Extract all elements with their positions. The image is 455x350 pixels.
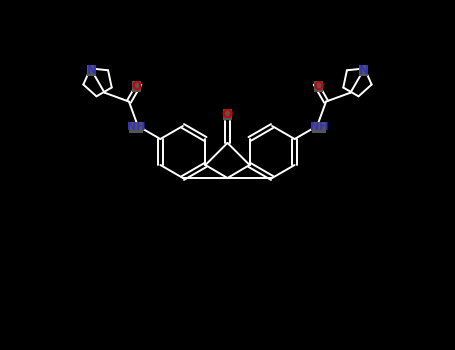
Text: O: O — [131, 80, 142, 93]
FancyBboxPatch shape — [87, 65, 96, 76]
FancyBboxPatch shape — [359, 65, 368, 76]
Text: NH: NH — [126, 122, 145, 132]
FancyBboxPatch shape — [129, 121, 143, 133]
Text: O: O — [313, 80, 324, 93]
FancyBboxPatch shape — [312, 121, 326, 133]
FancyBboxPatch shape — [223, 109, 232, 120]
Text: N: N — [359, 64, 369, 77]
Text: NH: NH — [310, 122, 329, 132]
Text: O: O — [222, 108, 233, 121]
FancyBboxPatch shape — [314, 81, 323, 92]
Text: N: N — [86, 64, 96, 77]
FancyBboxPatch shape — [132, 81, 141, 92]
